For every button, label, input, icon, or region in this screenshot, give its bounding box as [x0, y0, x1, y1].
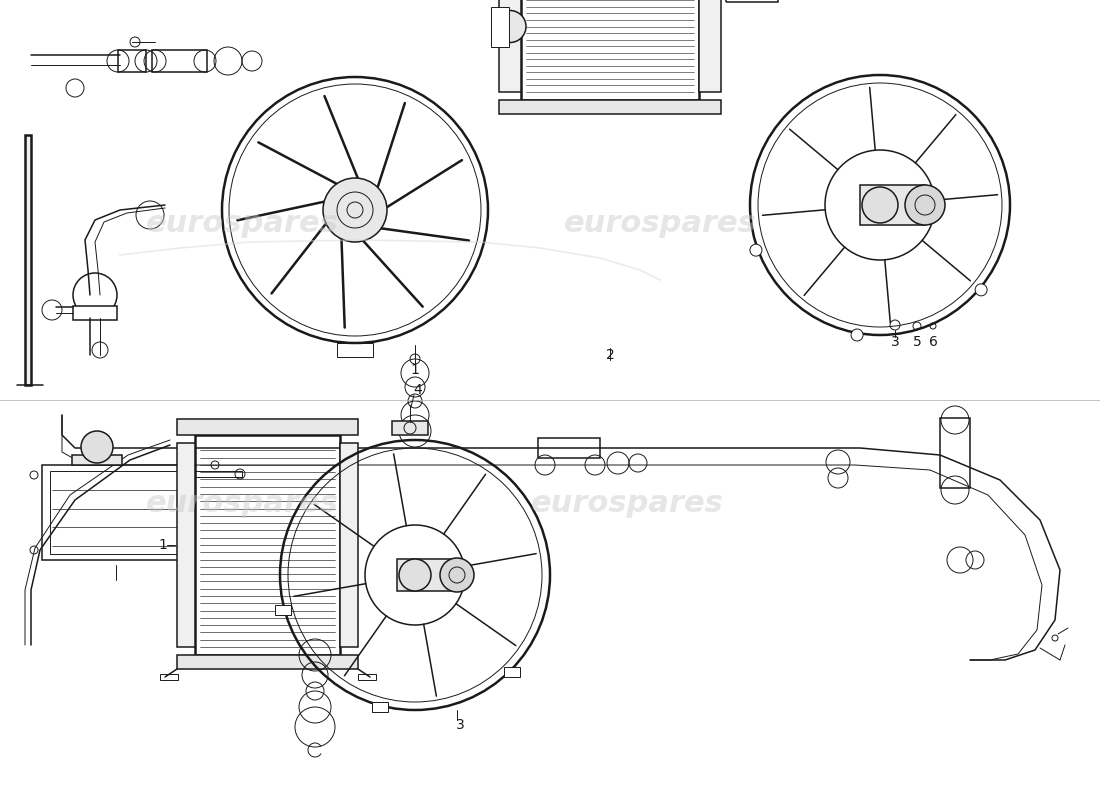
Bar	[491, 6, 509, 46]
Text: 6: 6	[928, 335, 937, 349]
Bar	[521, 0, 698, 100]
Circle shape	[323, 178, 387, 242]
Circle shape	[399, 559, 431, 591]
Bar	[337, 343, 373, 357]
Text: eurospares: eurospares	[530, 490, 724, 518]
Bar	[50, 471, 182, 554]
Circle shape	[494, 10, 526, 42]
Bar	[192, 471, 242, 477]
Text: eurospares: eurospares	[563, 210, 757, 238]
Bar	[42, 465, 190, 560]
Bar	[177, 655, 358, 669]
Text: 4: 4	[414, 383, 422, 397]
Circle shape	[750, 244, 762, 256]
Circle shape	[905, 185, 945, 225]
Bar	[940, 418, 970, 488]
Bar	[177, 443, 195, 647]
Bar	[340, 443, 358, 647]
Bar	[177, 419, 358, 435]
Bar	[160, 674, 178, 680]
Bar	[499, 0, 521, 92]
Text: eurospares: eurospares	[145, 210, 339, 238]
Text: 1: 1	[410, 363, 419, 377]
Bar	[275, 606, 290, 615]
Text: 3: 3	[891, 335, 900, 349]
Bar	[392, 421, 428, 435]
Bar	[698, 0, 720, 92]
Text: 5: 5	[913, 335, 922, 349]
Bar	[499, 100, 720, 114]
Bar	[397, 559, 456, 591]
Circle shape	[975, 284, 987, 296]
Text: eurospares: eurospares	[145, 490, 339, 518]
Bar	[504, 667, 520, 677]
Circle shape	[862, 187, 898, 223]
Bar	[73, 306, 117, 320]
Text: 2: 2	[606, 348, 615, 362]
Bar	[25, 135, 31, 385]
Bar	[538, 438, 600, 458]
Bar	[118, 50, 146, 72]
Circle shape	[440, 558, 474, 592]
Circle shape	[81, 431, 113, 463]
Bar	[372, 702, 387, 712]
Circle shape	[851, 329, 864, 341]
Bar	[195, 435, 340, 655]
Bar	[860, 185, 925, 225]
Text: 3: 3	[455, 718, 464, 732]
Bar	[726, 0, 778, 2]
Text: 1: 1	[158, 538, 167, 552]
Bar	[72, 455, 122, 465]
Bar	[358, 674, 376, 680]
Bar	[152, 50, 207, 72]
